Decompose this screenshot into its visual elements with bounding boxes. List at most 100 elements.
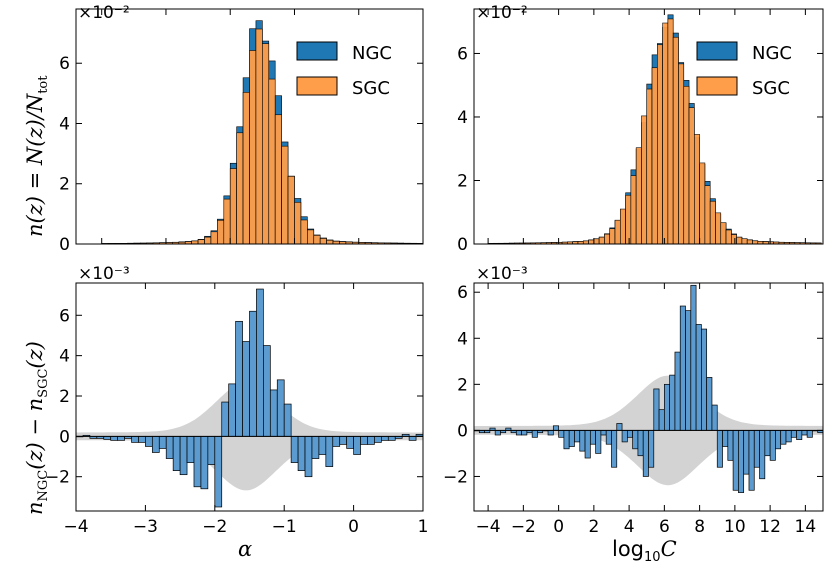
diff-bar — [796, 430, 803, 440]
diff-bar — [637, 430, 644, 457]
diff-bar — [727, 430, 734, 461]
sgc-bar — [604, 233, 611, 245]
diff-bar — [711, 404, 718, 431]
diff-bar — [595, 430, 602, 454]
diff-bar — [131, 435, 139, 443]
diff-bar — [632, 430, 639, 450]
x-tick-label: 14 — [795, 517, 817, 537]
sgc-bar — [197, 239, 205, 245]
sgc-bar — [683, 85, 690, 245]
x-tick-label: 0 — [553, 517, 564, 537]
diff-bar — [658, 409, 665, 431]
x-tick-label: 12 — [759, 517, 781, 537]
x-axis-label-alpha: α — [238, 537, 252, 561]
diff-bar — [494, 430, 501, 436]
sgc-bar — [619, 208, 626, 245]
sgc-bar — [731, 234, 737, 245]
diff-bar — [769, 430, 776, 461]
x-tick-label: −2 — [511, 517, 536, 537]
y-label-top-main: n(z) = N(z)/N — [23, 93, 47, 237]
sgc-bar — [715, 212, 722, 245]
y-tick-label: 6 — [59, 306, 70, 326]
diff-bar — [290, 435, 299, 463]
diff-bar — [165, 435, 174, 459]
x-tick-label: −4 — [476, 517, 501, 537]
diff-bar — [701, 328, 708, 431]
sgc-bar — [625, 194, 632, 245]
sgc-bar — [281, 145, 289, 245]
axes-border-bottom-left — [75, 282, 424, 512]
diff-bar — [695, 324, 702, 431]
diff-bar — [685, 310, 692, 431]
x-axis-label-logC: log10C — [612, 537, 677, 565]
diff-bar — [664, 383, 671, 431]
diff-bar — [304, 435, 313, 478]
axes-border-top-right — [473, 8, 824, 245]
diff-bar — [276, 379, 285, 437]
diff-bar — [269, 389, 278, 437]
diff-bar — [214, 435, 223, 508]
diff-bar — [179, 435, 188, 476]
y-axis-label-bottom: nNGC(z) − nSGC(z) — [23, 341, 51, 515]
y-tick-label: 0 — [59, 235, 70, 255]
sgc-bar — [704, 185, 711, 245]
y-tick-label: 6 — [457, 283, 468, 303]
diff-bar — [297, 435, 306, 471]
diff-bar — [690, 284, 697, 431]
diff-bar — [547, 430, 554, 436]
diff-bar — [648, 430, 655, 468]
sgc-bar — [294, 201, 302, 245]
sgc-bar — [249, 50, 257, 245]
diff-bar — [263, 345, 271, 437]
y-tick-label: 4 — [59, 347, 70, 367]
sgc-bar — [662, 22, 669, 245]
x-tick-label: 6 — [659, 517, 670, 537]
diff-bar — [151, 435, 160, 453]
diff-bar — [325, 435, 334, 467]
diff-bar — [110, 435, 118, 441]
legend-swatch-sgc — [296, 76, 338, 96]
y-tick-label: 4 — [457, 329, 468, 349]
x-tick-label: −4 — [63, 517, 88, 537]
y-tick-label: 0 — [457, 235, 468, 255]
diff-bar — [158, 435, 167, 449]
ticks-top-left: 0 2 4 6 — [59, 9, 424, 255]
y-tick-label: 4 — [457, 108, 468, 128]
multiplier-bottom-left: ×10⁻³ — [78, 264, 130, 284]
y-tick-label: 4 — [59, 114, 70, 134]
diff-bar — [374, 435, 382, 443]
multiplier-top-right: ×10⁻² — [476, 3, 528, 23]
diff-bar — [228, 383, 236, 437]
x-tick-label: 10 — [724, 517, 746, 537]
sgc-bar — [255, 28, 263, 245]
diff-bar — [674, 351, 681, 431]
y-label-bottom-n: n — [23, 501, 47, 515]
diff-bar — [249, 310, 257, 437]
diff-bar — [616, 423, 623, 431]
diff-bar — [558, 430, 565, 438]
sgc-bar — [204, 236, 212, 245]
sgc-bar — [736, 236, 743, 245]
diff-bar — [256, 288, 264, 437]
sgc-bar — [635, 147, 642, 245]
diff-bar — [221, 401, 230, 437]
sgc-bar — [741, 238, 748, 245]
sgc-bar — [588, 239, 595, 245]
diff-bar — [145, 435, 153, 447]
sgc-bar — [319, 238, 327, 245]
sgc-bar — [262, 43, 270, 245]
diff-bar — [367, 435, 375, 445]
ticks-bottom-right: −2 0 2 4 6 −4 −2 0 2 4 6 8 10 12 14 — [443, 283, 823, 537]
diff-bar — [579, 430, 586, 452]
diff-bar — [346, 435, 354, 449]
y-tick-label: 6 — [457, 44, 468, 64]
y-axis-label-top: n(z) = N(z)/Ntot — [23, 75, 51, 237]
diff-bar — [642, 430, 649, 477]
axes-border-bottom-right — [473, 282, 824, 512]
legend-swatch-sgc — [696, 76, 738, 96]
diff-bar — [780, 430, 787, 445]
x-tick-label: −2 — [202, 517, 227, 537]
diff-bar — [738, 430, 745, 493]
sgc-bar — [287, 175, 295, 245]
